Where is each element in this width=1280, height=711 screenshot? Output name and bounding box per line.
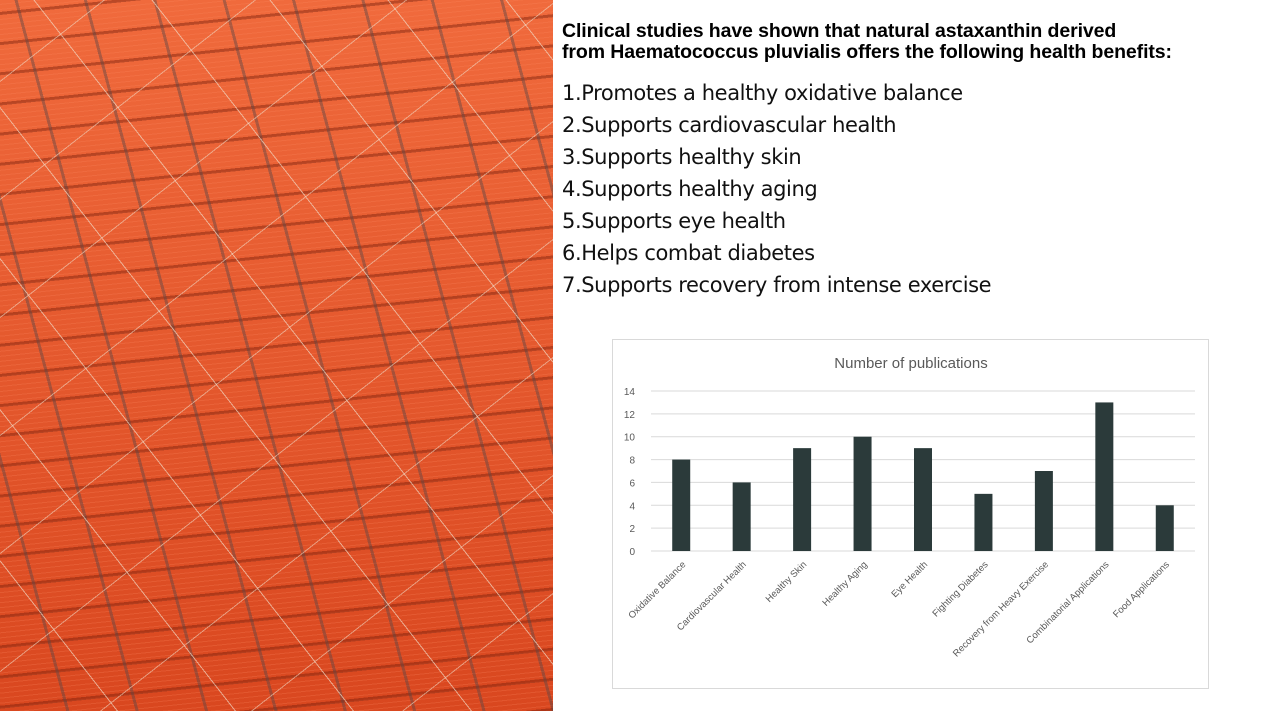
bar-fighting-diabetes — [974, 493, 993, 551]
benefits-list: 1.Promotes a healthy oxidative balance 2… — [562, 77, 992, 301]
heading: Clinical studies have shown that natural… — [562, 21, 1172, 63]
heading-line-1: Clinical studies have shown that natural… — [562, 20, 1117, 42]
bar-healthy-skin — [793, 448, 812, 551]
y-tick-label: 2 — [629, 524, 635, 535]
bar-combinatorial-applications — [1095, 402, 1114, 551]
benefit-item: 2.Supports cardiovascular health — [562, 113, 897, 137]
x-tick-label: Oxidative Balance — [626, 559, 688, 621]
y-tick-label: 0 — [629, 547, 635, 558]
x-tick-label: Recovery from Heavy Exercise — [951, 559, 1051, 659]
y-tick-label: 4 — [629, 501, 635, 512]
bar-cardiovascular-health — [732, 482, 751, 551]
heading-line-2: from Haematococcus pluvialis offers the … — [562, 41, 1172, 63]
benefit-item: 1.Promotes a healthy oxidative balance — [562, 81, 963, 105]
benefit-item: 3.Supports healthy skin — [562, 145, 802, 169]
y-tick-label: 14 — [624, 387, 636, 398]
y-tick-label: 10 — [624, 433, 636, 444]
bar-eye-health — [914, 448, 932, 551]
x-tick-label: Cardiovascular Health — [675, 559, 749, 633]
x-tick-label: Eye Health — [889, 559, 930, 600]
benefit-item: 5.Supports eye health — [562, 209, 786, 233]
benefit-item: 4.Supports healthy aging — [562, 177, 818, 201]
bar-healthy-aging — [853, 436, 872, 551]
y-tick-label: 12 — [624, 410, 636, 421]
y-tick-label: 6 — [629, 478, 635, 489]
y-tick-label: 8 — [629, 456, 635, 467]
bar-recovery-from-heavy-exercise — [1034, 471, 1053, 551]
publications-chart: Number of publications 0 2 4 6 8 10 12 14 Oxidat… — [612, 339, 1209, 689]
chart-title: Number of publications — [834, 355, 987, 372]
benefit-item: 7.Supports recovery from intense exercis… — [562, 273, 992, 297]
x-tick-label: Healthy Skin — [764, 559, 809, 604]
bar-oxidative-balance — [672, 459, 691, 551]
bar-food-applications — [1155, 505, 1174, 551]
photobioreactor-photo — [0, 0, 553, 711]
chart-svg: Number of publications 0 2 4 6 8 10 12 14 Oxidat… — [624, 355, 1195, 659]
x-tick-label: Food Applications — [1111, 559, 1172, 620]
benefit-item: 6.Helps combat diabetes — [562, 241, 815, 265]
x-tick-label: Fighting Diabetes — [931, 559, 991, 619]
x-tick-label: Healthy Aging — [820, 559, 869, 608]
